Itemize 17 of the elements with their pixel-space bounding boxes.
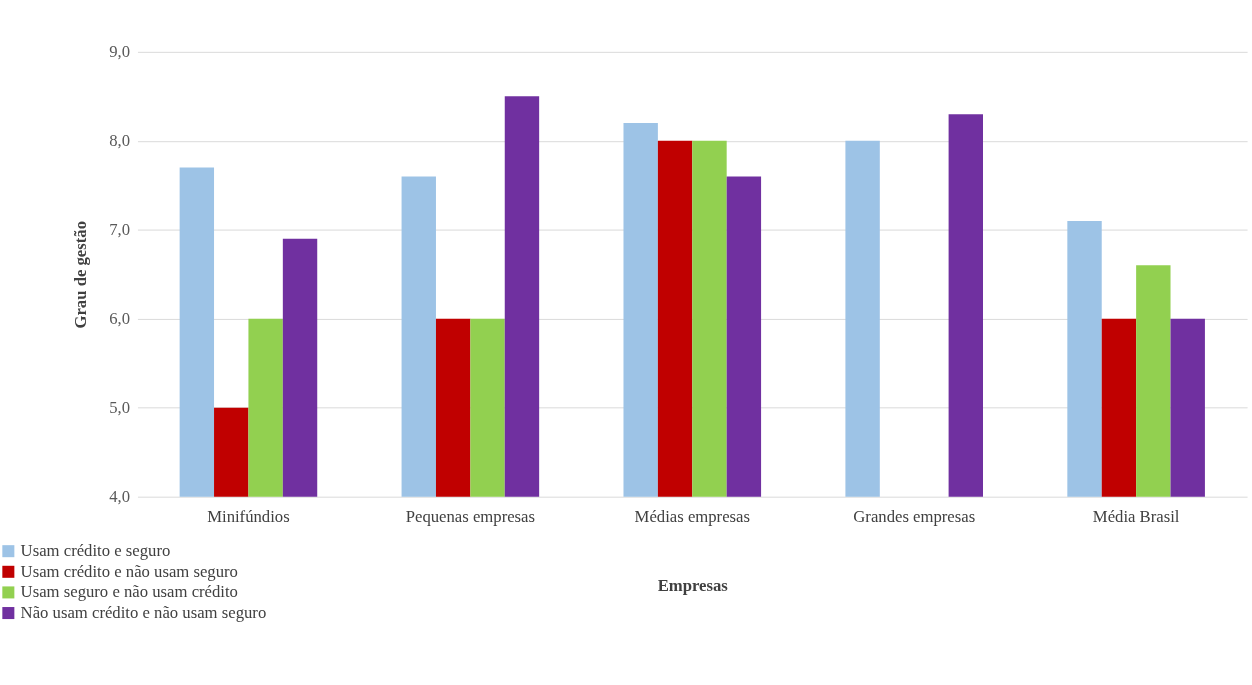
- x-tick-label: Média Brasil: [1092, 506, 1180, 526]
- y-tick-label: 6,0: [109, 309, 131, 329]
- x-axis-title: Empresas: [657, 576, 729, 596]
- y-tick-label: 8,0: [109, 131, 131, 151]
- x-tick-label: Grandes empresas: [853, 506, 976, 526]
- legend-label: Usam crédito e não usam seguro: [20, 561, 238, 581]
- x-tick-label: Médias empresas: [634, 506, 750, 526]
- y-tick-label: 4,0: [109, 487, 131, 507]
- legend-label: Não usam crédito e não usam seguro: [20, 602, 267, 622]
- legend-label: Usam seguro e não usam crédito: [20, 582, 238, 602]
- y-axis-title: Grau de gestão: [70, 220, 90, 329]
- x-tick-label: Minifúndios: [207, 506, 290, 526]
- y-tick-label: 5,0: [109, 398, 131, 418]
- y-tick-label: 7,0: [109, 220, 131, 240]
- x-tick-label: Pequenas empresas: [405, 506, 536, 526]
- legend-label: Usam crédito e seguro: [20, 541, 171, 561]
- y-tick-label: 9,0: [109, 42, 131, 62]
